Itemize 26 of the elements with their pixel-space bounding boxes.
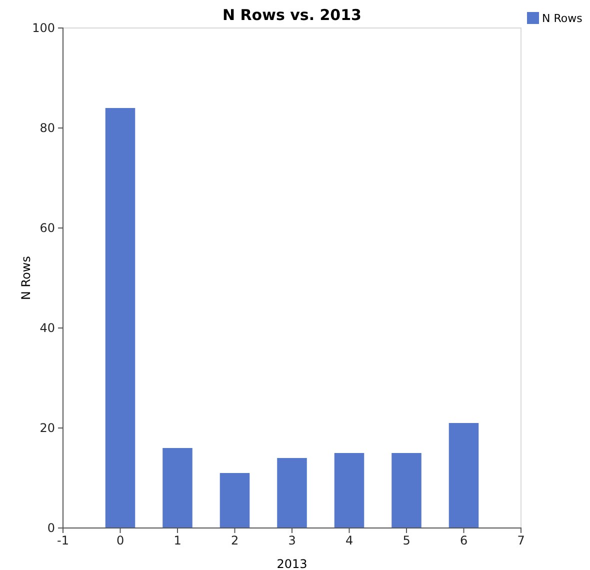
x-tick-label: -1 <box>57 534 69 548</box>
x-tick-label: 2 <box>230 534 239 548</box>
x-tick-label: 1 <box>174 534 182 548</box>
y-tick-label: 0 <box>47 520 55 535</box>
bar <box>277 458 307 528</box>
y-axis-title: N Rows <box>19 256 33 300</box>
x-tick-label: 5 <box>402 534 410 548</box>
bar <box>334 453 364 528</box>
bar <box>448 423 479 528</box>
y-tick-label: 80 <box>40 120 55 135</box>
chart-title: N Rows vs. 2013 <box>222 6 362 24</box>
legend-label: N Rows <box>542 12 583 25</box>
y-tick-label: 20 <box>40 420 55 435</box>
x-tick-label: 6 <box>460 534 468 548</box>
y-tick-label: 40 <box>40 320 55 335</box>
x-tick-label: 4 <box>345 534 354 548</box>
x-axis-title: 2013 <box>276 557 308 570</box>
bar <box>162 448 192 528</box>
bar <box>105 108 136 528</box>
x-tick-label: 7 <box>517 534 525 548</box>
x-tick-label: 3 <box>288 534 296 548</box>
bar <box>220 473 250 528</box>
bar <box>392 453 422 528</box>
x-tick-label: 0 <box>116 534 124 548</box>
y-tick-label: 60 <box>40 220 55 235</box>
y-tick-label: 100 <box>32 20 55 35</box>
